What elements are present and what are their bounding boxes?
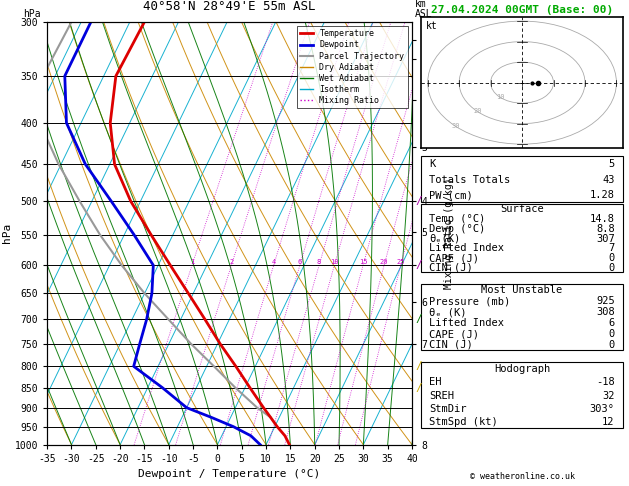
Text: 0: 0	[608, 340, 615, 350]
Text: Dewp (°C): Dewp (°C)	[430, 224, 486, 234]
Text: 15: 15	[359, 259, 367, 265]
Y-axis label: Mixing Ratio (g/kg): Mixing Ratio (g/kg)	[444, 177, 454, 289]
Text: CIN (J): CIN (J)	[430, 263, 473, 273]
Text: 5: 5	[608, 159, 615, 170]
Text: Pressure (mb): Pressure (mb)	[430, 296, 511, 306]
Text: 12: 12	[602, 417, 615, 427]
Text: StmDir: StmDir	[430, 404, 467, 414]
Text: K: K	[430, 159, 436, 170]
Text: 308: 308	[596, 307, 615, 317]
Text: kt: kt	[425, 21, 437, 31]
Text: 40°58'N 28°49'E 55m ASL: 40°58'N 28°49'E 55m ASL	[143, 0, 316, 13]
Text: 20: 20	[380, 259, 388, 265]
Text: 6: 6	[298, 259, 302, 265]
Text: 925: 925	[596, 296, 615, 306]
Text: Most Unstable: Most Unstable	[481, 285, 563, 295]
Text: EH: EH	[430, 378, 442, 387]
X-axis label: Dewpoint / Temperature (°C): Dewpoint / Temperature (°C)	[138, 469, 321, 479]
Text: 32: 32	[602, 391, 615, 400]
Text: 14.8: 14.8	[589, 214, 615, 224]
Text: 0: 0	[608, 253, 615, 263]
Text: 10: 10	[330, 259, 338, 265]
Text: hPa: hPa	[23, 9, 41, 19]
Text: Lifted Index: Lifted Index	[430, 318, 504, 328]
Text: /: /	[415, 382, 422, 393]
Text: CAPE (J): CAPE (J)	[430, 253, 479, 263]
Text: 6: 6	[608, 318, 615, 328]
Text: 4: 4	[272, 259, 276, 265]
Text: © weatheronline.co.uk: © weatheronline.co.uk	[470, 472, 574, 481]
Y-axis label: hPa: hPa	[2, 223, 12, 243]
Text: /: /	[415, 361, 422, 371]
Text: 8: 8	[317, 259, 321, 265]
Text: Hodograph: Hodograph	[494, 364, 550, 374]
Text: Lifted Index: Lifted Index	[430, 243, 504, 253]
Text: 20: 20	[474, 108, 482, 114]
Text: CAPE (J): CAPE (J)	[430, 329, 479, 339]
Text: /: /	[415, 260, 422, 270]
Text: 1: 1	[190, 259, 194, 265]
Text: -18: -18	[596, 378, 615, 387]
Text: SREH: SREH	[430, 391, 455, 400]
Text: 10: 10	[496, 94, 504, 100]
Text: 27.04.2024 00GMT (Base: 00): 27.04.2024 00GMT (Base: 00)	[431, 5, 613, 15]
Text: 1.28: 1.28	[589, 190, 615, 200]
Text: Temp (°C): Temp (°C)	[430, 214, 486, 224]
Text: 30: 30	[452, 122, 460, 129]
Text: 25: 25	[396, 259, 405, 265]
Text: Surface: Surface	[500, 205, 544, 214]
Text: θₑ(K): θₑ(K)	[430, 234, 460, 243]
Text: 303°: 303°	[589, 404, 615, 414]
Text: 43: 43	[602, 175, 615, 185]
Text: 2: 2	[230, 259, 233, 265]
Text: θₑ (K): θₑ (K)	[430, 307, 467, 317]
Text: /: /	[415, 314, 422, 325]
Text: 7: 7	[608, 243, 615, 253]
Text: /: /	[415, 196, 422, 206]
Text: 0: 0	[608, 263, 615, 273]
Legend: Temperature, Dewpoint, Parcel Trajectory, Dry Adiabat, Wet Adiabat, Isotherm, Mi: Temperature, Dewpoint, Parcel Trajectory…	[297, 26, 408, 108]
Text: 8.8: 8.8	[596, 224, 615, 234]
Text: km
ASL: km ASL	[415, 0, 433, 19]
Text: Totals Totals: Totals Totals	[430, 175, 511, 185]
Text: PW (cm): PW (cm)	[430, 190, 473, 200]
Text: 0: 0	[608, 329, 615, 339]
Text: 307: 307	[596, 234, 615, 243]
Text: StmSpd (kt): StmSpd (kt)	[430, 417, 498, 427]
Text: CIN (J): CIN (J)	[430, 340, 473, 350]
